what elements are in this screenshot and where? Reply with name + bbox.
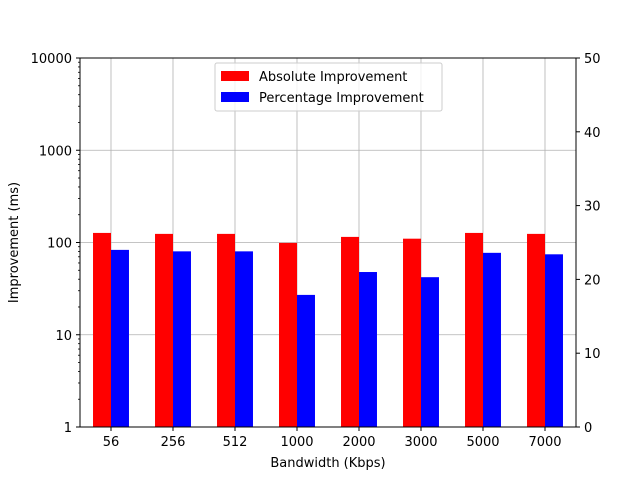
x-tick-label: 2000 [342, 435, 375, 450]
bar-percentage-3000 [421, 277, 439, 427]
y-tick-label: 10000 [31, 52, 72, 67]
bar-percentage-2000 [359, 272, 377, 427]
y2-tick-label: 20 [584, 273, 601, 288]
legend-label-absolute: Absolute Improvement [259, 70, 407, 85]
y2-tick-label: 0 [584, 421, 592, 436]
bar-absolute-256 [155, 233, 173, 427]
legend-label-percentage: Percentage Improvement [259, 91, 424, 106]
y-tick-label: 100 [47, 237, 72, 252]
y2-tick-label: 10 [584, 347, 601, 362]
x-tick-label: 7000 [528, 435, 561, 450]
bar-absolute-7000 [527, 233, 545, 427]
legend-swatch-absolute [221, 71, 249, 81]
bar-percentage-5000 [483, 252, 501, 427]
legend: Absolute Improvement Percentage Improvem… [214, 62, 443, 112]
y2-tick-label: 50 [584, 52, 601, 67]
x-tick-label: 56 [103, 435, 120, 450]
x-tick-label: 512 [223, 435, 248, 450]
bar-percentage-56 [111, 249, 129, 427]
y2-tick-label: 40 [584, 126, 601, 141]
bar-absolute-56 [93, 232, 111, 427]
y-tick-label: 1000 [39, 144, 72, 159]
grid-lines [80, 57, 576, 428]
legend-box [214, 62, 443, 112]
y-tick-label: 1 [64, 421, 72, 436]
y2-tick-label: 30 [584, 200, 601, 215]
bar-absolute-512 [217, 233, 235, 427]
bar-percentage-7000 [545, 254, 563, 427]
x-tick-label: 1000 [280, 435, 313, 450]
bar-percentage-512 [235, 251, 253, 427]
x-tick-label: 3000 [404, 435, 437, 450]
x-tick-label: 256 [161, 435, 186, 450]
bars [93, 232, 563, 427]
x-axis-label: Bandwidth (Kbps) [270, 456, 385, 471]
bar-absolute-5000 [465, 232, 483, 427]
bar-absolute-2000 [341, 236, 359, 427]
y-tick-label: 10 [55, 329, 72, 344]
bar-percentage-256 [173, 251, 191, 427]
ticks: 56 256 512 1000 2000 3000 5000 7000110100100010… [31, 52, 601, 450]
x-tick-label: 5000 [466, 435, 499, 450]
y-axis-label: Improvement (ms) [7, 182, 22, 303]
legend-swatch-percentage [221, 92, 249, 102]
bar-percentage-1000 [297, 294, 315, 427]
bar-absolute-1000 [279, 242, 297, 427]
bar-absolute-3000 [403, 238, 421, 427]
